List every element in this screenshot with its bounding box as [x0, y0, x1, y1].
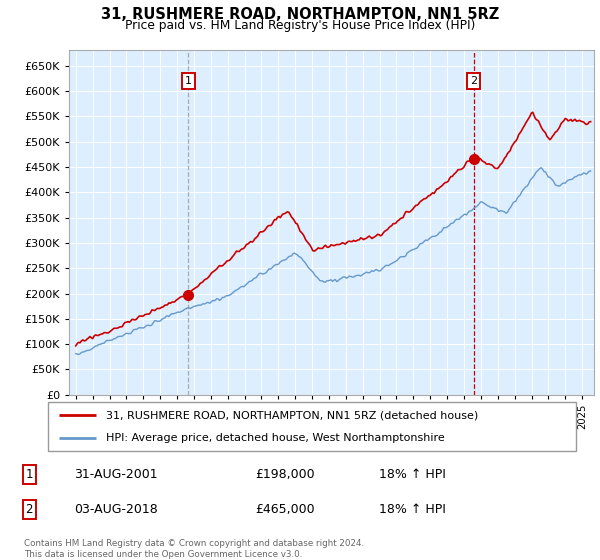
FancyBboxPatch shape	[48, 402, 576, 451]
Text: 2: 2	[470, 76, 478, 86]
Text: 2: 2	[26, 503, 33, 516]
Text: £198,000: £198,000	[255, 468, 314, 481]
Text: £465,000: £465,000	[255, 503, 314, 516]
Text: 18% ↑ HPI: 18% ↑ HPI	[379, 503, 446, 516]
Text: Contains HM Land Registry data © Crown copyright and database right 2024.
This d: Contains HM Land Registry data © Crown c…	[24, 539, 364, 559]
Text: 31, RUSHMERE ROAD, NORTHAMPTON, NN1 5RZ (detached house): 31, RUSHMERE ROAD, NORTHAMPTON, NN1 5RZ …	[106, 410, 478, 421]
Text: 03-AUG-2018: 03-AUG-2018	[74, 503, 158, 516]
Text: 18% ↑ HPI: 18% ↑ HPI	[379, 468, 446, 481]
Text: 31-AUG-2001: 31-AUG-2001	[74, 468, 158, 481]
Text: 31, RUSHMERE ROAD, NORTHAMPTON, NN1 5RZ: 31, RUSHMERE ROAD, NORTHAMPTON, NN1 5RZ	[101, 7, 499, 22]
Text: 1: 1	[185, 76, 192, 86]
Text: Price paid vs. HM Land Registry's House Price Index (HPI): Price paid vs. HM Land Registry's House …	[125, 19, 475, 32]
Text: HPI: Average price, detached house, West Northamptonshire: HPI: Average price, detached house, West…	[106, 433, 445, 443]
Text: 1: 1	[26, 468, 33, 481]
